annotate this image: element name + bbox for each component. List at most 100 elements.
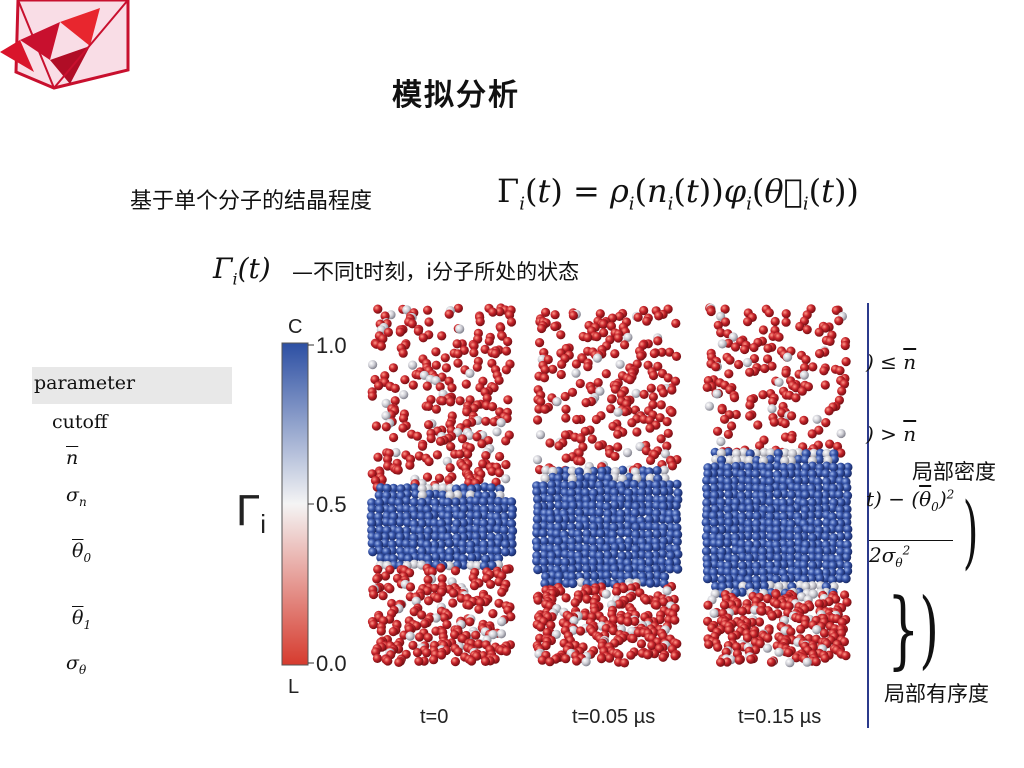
particle — [663, 373, 673, 383]
particle — [654, 311, 664, 321]
particle — [533, 565, 543, 575]
particle — [503, 395, 513, 405]
particle — [745, 504, 755, 514]
particle — [609, 515, 619, 525]
particle — [533, 595, 543, 605]
particle — [660, 572, 670, 582]
particle — [372, 653, 382, 663]
particle — [744, 483, 755, 493]
particle — [623, 528, 633, 538]
particle — [581, 557, 591, 567]
particle — [601, 369, 611, 379]
particle — [819, 366, 829, 376]
particle — [800, 490, 811, 500]
particle — [660, 449, 670, 459]
particle — [629, 479, 639, 490]
particle — [493, 538, 503, 548]
gamma-symbol: Γi(t) — [213, 252, 271, 289]
particle — [408, 640, 418, 650]
particle — [834, 490, 844, 500]
particle — [717, 525, 727, 535]
particle — [709, 546, 719, 556]
particle — [657, 557, 667, 567]
particle — [494, 468, 504, 478]
particle — [437, 331, 447, 341]
particle — [835, 366, 845, 376]
particle — [610, 451, 620, 461]
param-cutoff: cutoff — [52, 411, 108, 433]
particle — [662, 586, 672, 596]
particle — [417, 518, 427, 529]
particle — [807, 429, 817, 439]
particle — [745, 400, 755, 410]
particle — [765, 518, 775, 528]
particle — [723, 447, 734, 457]
particle — [458, 497, 468, 507]
param-theta1: θ1 — [72, 607, 92, 632]
particle — [481, 451, 491, 461]
particle — [539, 521, 549, 531]
particle — [567, 557, 577, 567]
particle — [539, 514, 549, 524]
particle — [552, 529, 562, 539]
particle — [630, 508, 640, 518]
particle — [774, 647, 784, 657]
particle — [451, 497, 461, 507]
particle — [389, 432, 399, 443]
particle — [737, 483, 747, 493]
particle — [774, 581, 784, 592]
particle — [627, 418, 637, 428]
particle — [702, 475, 712, 486]
particle — [566, 488, 577, 498]
particle — [602, 493, 612, 503]
particle — [471, 630, 481, 640]
particle — [465, 430, 475, 440]
particle — [367, 391, 377, 401]
particle — [576, 626, 586, 636]
particle — [474, 639, 484, 649]
particle — [391, 447, 401, 458]
order-exponent-denominator: 2σθ2 — [869, 540, 953, 570]
particle — [415, 526, 425, 536]
particle — [644, 507, 654, 517]
particle — [481, 416, 491, 426]
particle — [667, 407, 677, 417]
particle — [658, 501, 668, 511]
particle — [759, 574, 769, 584]
particle — [474, 604, 484, 614]
particle — [606, 404, 616, 414]
particle — [475, 317, 485, 327]
particle — [589, 522, 599, 532]
particle — [435, 436, 446, 446]
particle — [433, 593, 443, 603]
particle — [781, 317, 791, 327]
particle — [400, 375, 410, 385]
particle — [671, 557, 681, 567]
particle — [591, 414, 601, 425]
particle — [712, 389, 722, 399]
particle — [785, 497, 795, 507]
particle — [620, 407, 630, 417]
particle — [713, 320, 723, 330]
crystallinity-description: 基于单个分子的结晶程度 — [130, 189, 373, 214]
particle — [469, 348, 479, 358]
particle — [715, 539, 725, 549]
particle — [758, 567, 768, 577]
particle — [771, 590, 781, 600]
particle — [812, 414, 822, 424]
particle — [371, 421, 381, 431]
particle — [484, 336, 494, 346]
particle — [405, 460, 415, 470]
particle — [643, 650, 653, 660]
particle — [409, 511, 420, 521]
particle — [532, 514, 542, 524]
particle — [382, 483, 392, 493]
particle — [455, 396, 465, 406]
particle — [408, 360, 418, 370]
param-n-bar: n — [66, 447, 79, 469]
particle — [812, 625, 822, 635]
slide-title: 模拟分析 — [392, 78, 520, 113]
particle — [479, 518, 489, 528]
particle — [560, 391, 570, 402]
particle — [594, 441, 604, 451]
